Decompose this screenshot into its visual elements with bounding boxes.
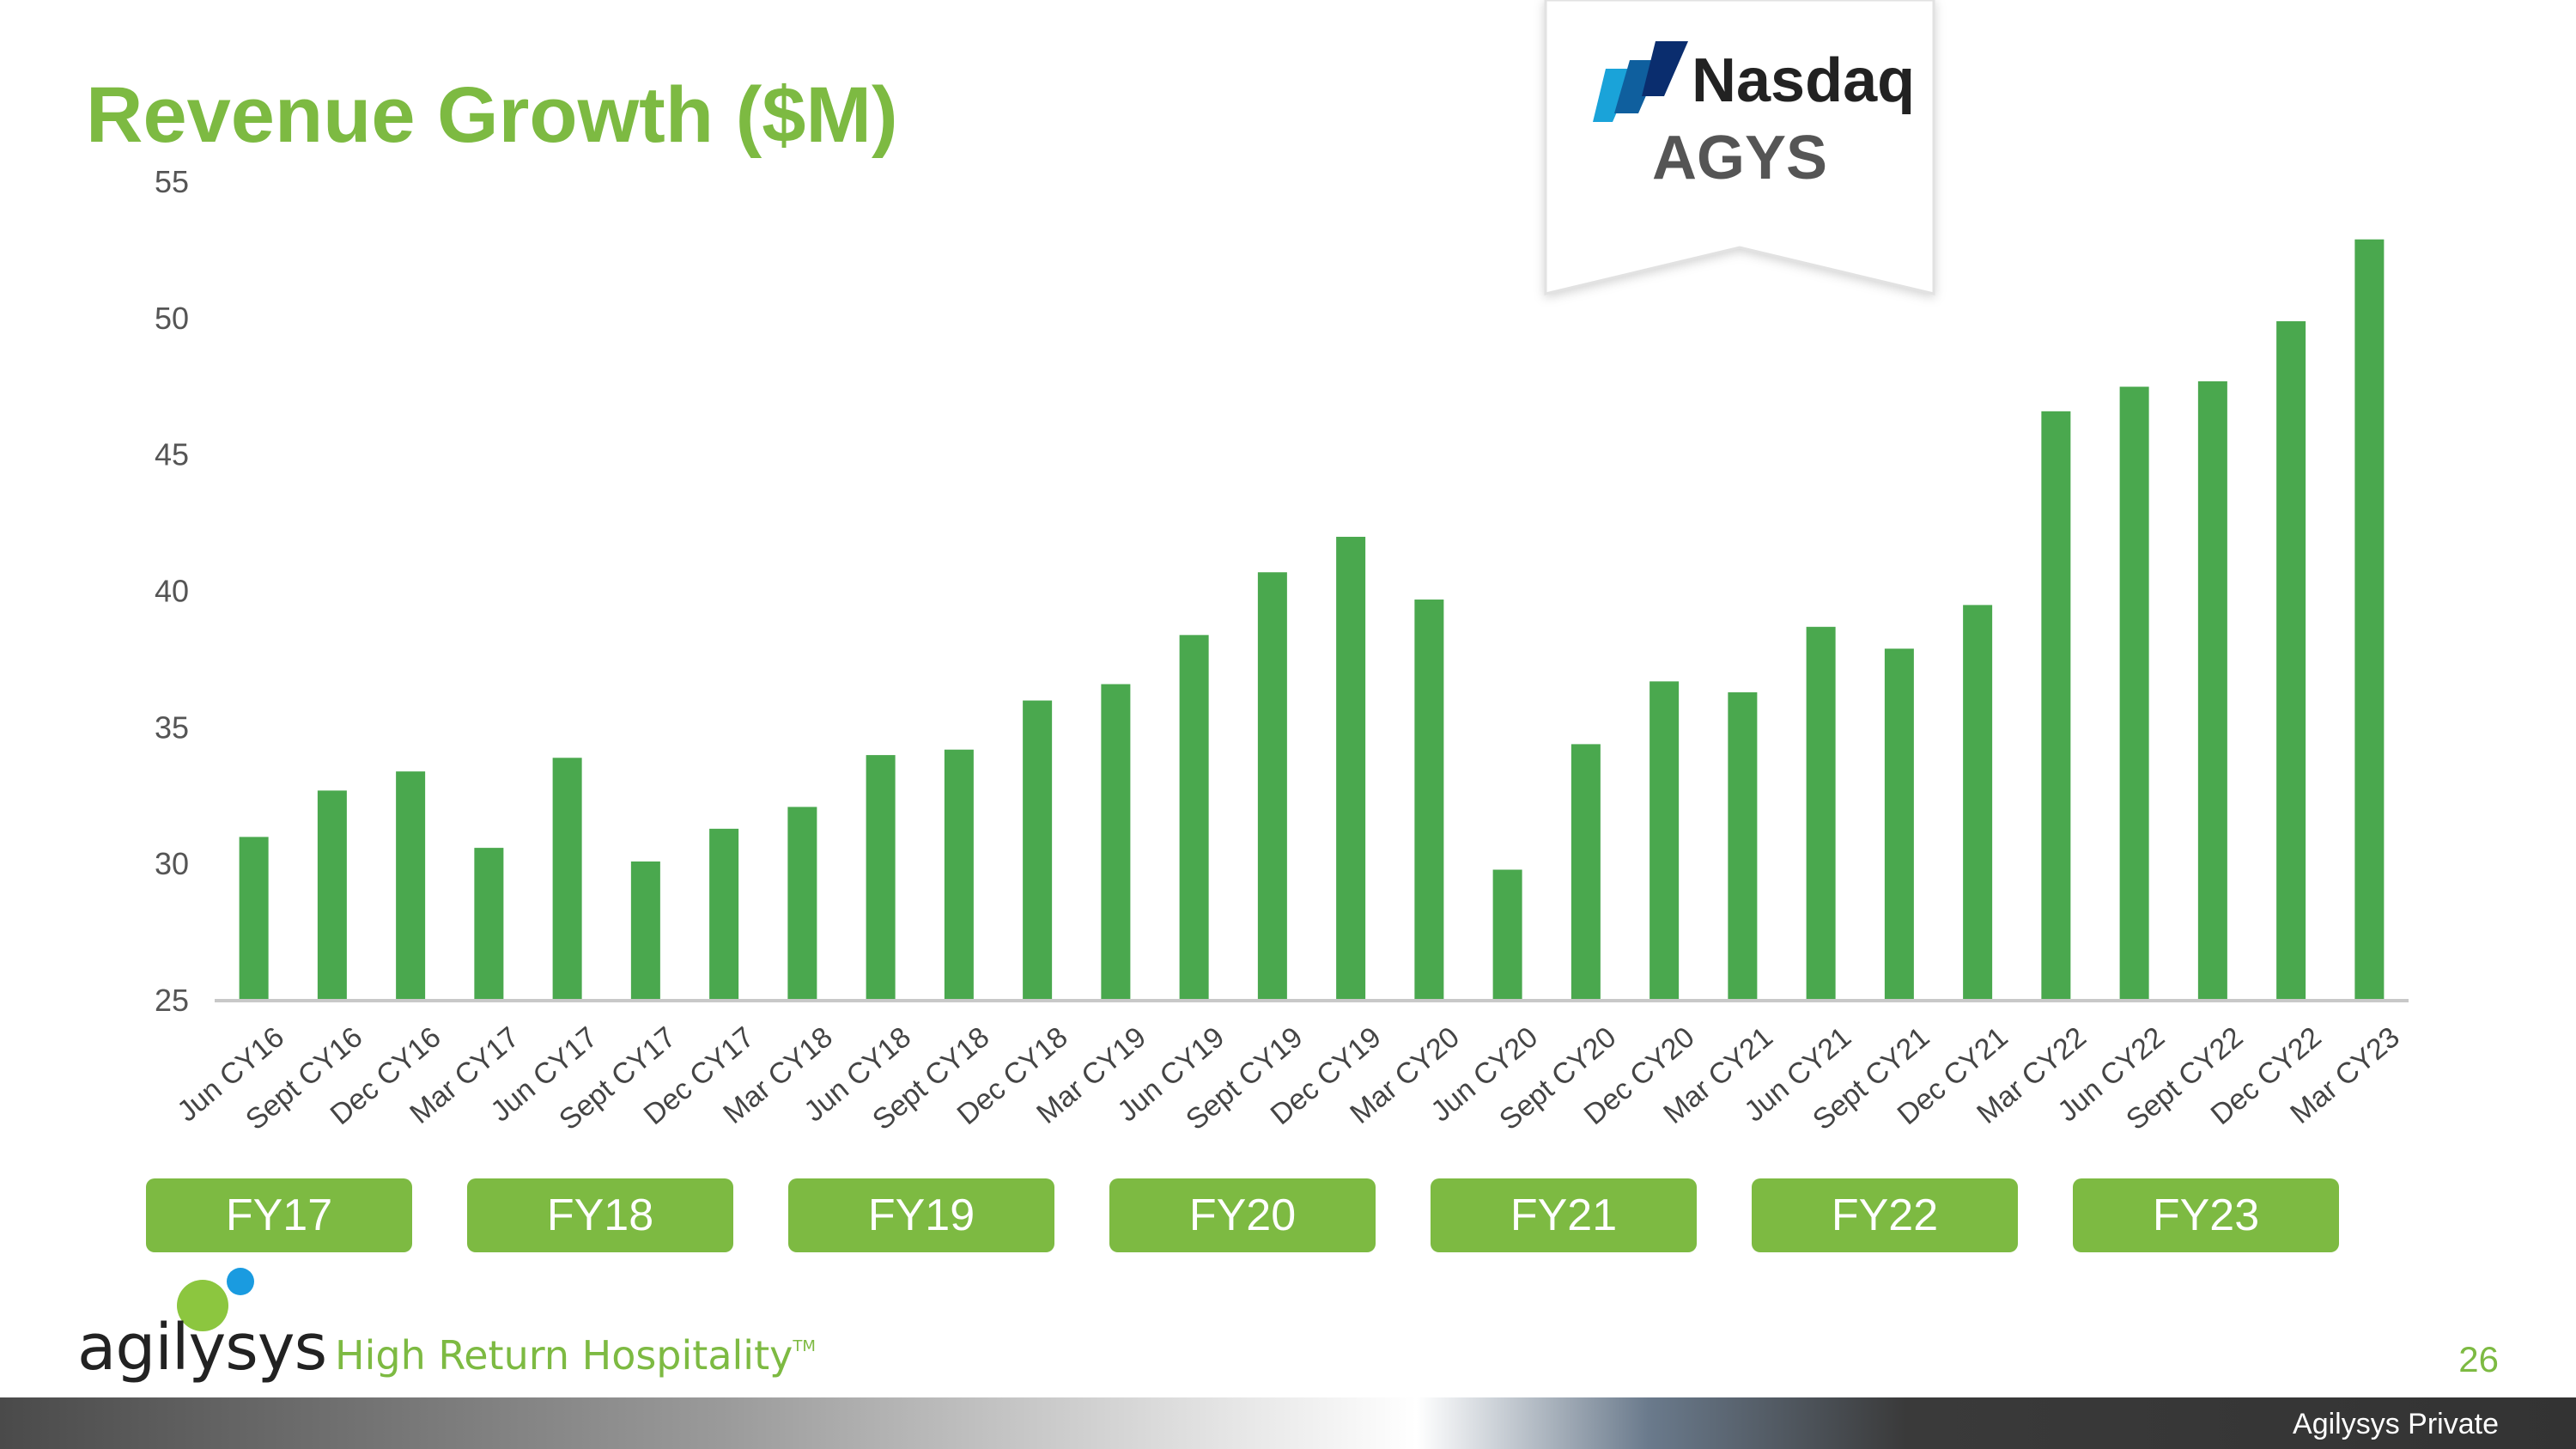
bar <box>944 749 974 1001</box>
agilysys-logo-text: agilysys <box>77 1311 327 1385</box>
bar <box>2276 321 2306 1001</box>
bar <box>552 758 582 1001</box>
y-tick-label: 50 <box>155 301 189 336</box>
bar <box>1257 572 1287 1001</box>
agilysys-logo-dots <box>177 1268 254 1331</box>
y-tick-label: 55 <box>155 164 189 199</box>
bar <box>317 790 347 1001</box>
bar <box>2197 381 2227 1001</box>
fiscal-year-label: FY17 <box>146 1178 412 1252</box>
fiscal-year-label: FY23 <box>2073 1178 2339 1252</box>
bar <box>1649 681 1680 1001</box>
tagline: High Return HospitalityTM <box>335 1336 816 1375</box>
y-tick-label: 45 <box>155 437 189 472</box>
y-tick-label: 35 <box>155 709 189 745</box>
bar <box>787 807 817 1001</box>
bar <box>630 861 660 1001</box>
y-tick-label: 30 <box>155 846 189 881</box>
logo-green-dot-icon <box>177 1280 228 1331</box>
bar <box>866 755 896 1001</box>
fiscal-year-label: FY19 <box>788 1178 1054 1252</box>
bar <box>239 837 269 1001</box>
y-axis: 25 30 35 40 45 50 55 <box>155 164 189 1018</box>
bar <box>474 848 504 1001</box>
logo-blue-dot-icon <box>227 1268 254 1295</box>
bar <box>1728 692 1758 1001</box>
fiscal-year-label: FY20 <box>1109 1178 1376 1252</box>
nasdaq-wordmark: Nasdaq <box>1692 46 1915 115</box>
bar <box>1414 600 1444 1001</box>
bar <box>1571 744 1601 1001</box>
tagline-text: High Return Hospitality <box>335 1332 793 1379</box>
y-tick-label: 40 <box>155 574 189 609</box>
y-tick-label: 25 <box>155 983 189 1018</box>
trademark-mark: TM <box>793 1337 816 1355</box>
bar <box>709 828 739 1001</box>
bar <box>2119 387 2149 1001</box>
bar <box>396 771 426 1001</box>
bar <box>1336 536 1366 1001</box>
bar <box>1884 648 1914 1001</box>
bar <box>1963 605 1993 1001</box>
nasdaq-ribbon: Nasdaq AGYS <box>1544 0 1935 295</box>
bar <box>1023 700 1053 1001</box>
fiscal-year-label: FY21 <box>1431 1178 1697 1252</box>
nasdaq-mark-icon <box>1593 41 1688 122</box>
bar-series <box>239 239 2385 1002</box>
page-number: 26 <box>2458 1339 2499 1379</box>
bar <box>2354 239 2385 1002</box>
footer-label: Agilysys Private <box>2293 1408 2499 1440</box>
bar <box>1492 869 1522 1001</box>
ticker-symbol: AGYS <box>1652 124 1827 192</box>
chart-title: Revenue Growth ($M) <box>86 71 898 159</box>
bar <box>2041 411 2071 1002</box>
fiscal-year-label: FY18 <box>467 1178 733 1252</box>
bar <box>1179 635 1209 1001</box>
bar <box>1101 684 1131 1001</box>
footer-bar <box>0 1397 2576 1449</box>
bar <box>1806 626 1836 1001</box>
fiscal-year-label: FY22 <box>1752 1178 2018 1252</box>
